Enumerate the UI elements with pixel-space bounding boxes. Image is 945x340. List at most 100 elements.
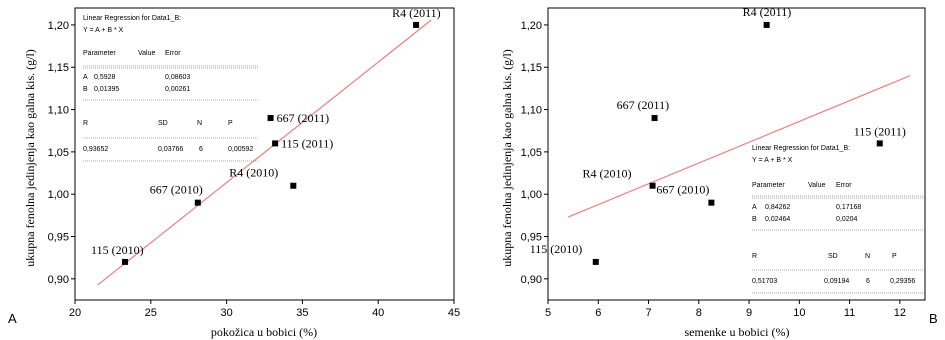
x-tick-label: 7 (645, 307, 651, 319)
data-point (651, 115, 658, 122)
data-point (649, 182, 656, 189)
param-b-name: B (752, 216, 757, 223)
data-point (708, 199, 715, 206)
y-tick-label: 1,05 (48, 147, 69, 159)
stat-p-value: 0,29356 (890, 278, 915, 285)
param-b-error: 0,00261 (165, 86, 190, 93)
x-tick-label: 20 (69, 307, 81, 319)
param-header-error: Error (836, 182, 852, 189)
param-a-value: 0,84262 (765, 204, 790, 211)
data-point (194, 199, 201, 206)
x-tick-label: 6 (595, 307, 601, 319)
data-point-label: 667 (2010) (656, 183, 709, 197)
y-tick-label: 1,10 (48, 105, 69, 117)
y-tick-label: 0,95 (521, 232, 542, 244)
x-tick-label: 11 (844, 307, 855, 319)
data-point-label: 115 (2010) (91, 243, 144, 257)
regression-box: Linear Regression for Data1_B: Y = A + B… (752, 145, 925, 294)
param-header-parameter: Parameter (83, 50, 116, 57)
data-point-label: 667 (2010) (150, 183, 203, 197)
y-tick-label: 1,15 (48, 62, 69, 74)
x-tick-label: 30 (220, 307, 232, 319)
x-axis-title: semenke u bobici (%) (685, 325, 790, 339)
y-tick-label: 0,95 (48, 232, 69, 244)
stat-p-value: 0,00592 (228, 146, 253, 153)
regression-fit-line (567, 75, 911, 218)
x-tick-label: 12 (894, 307, 906, 319)
data-point (290, 182, 297, 189)
data-point (413, 21, 420, 28)
fit-line-layer (97, 19, 432, 286)
param-header-value: Value (808, 182, 825, 189)
x-tick-label: 9 (746, 307, 752, 319)
panel-letter: A (8, 311, 17, 326)
stat-header-r: R (752, 253, 757, 260)
x-tick-label: 25 (145, 307, 157, 319)
param-b-value: 0,02464 (765, 216, 790, 223)
param-header-parameter: Parameter (752, 182, 785, 189)
param-header-value: Value (138, 50, 155, 57)
param-a-value: 0,5928 (94, 74, 116, 81)
y-tick-label: 1,05 (521, 147, 542, 159)
y-axis-title: ukupna fenolna jedinjenja kao galna kis.… (500, 49, 514, 267)
regression-equation: Y = A + B * X (83, 27, 124, 34)
stat-header-sd: SD (828, 253, 838, 260)
point-layer: R4 (2011)667 (2011)115 (2011)R4 (2010)66… (91, 6, 441, 265)
data-point-label: 115 (2011) (854, 124, 906, 138)
data-point (763, 21, 770, 28)
data-point (267, 115, 274, 122)
stat-header-p: P (228, 120, 233, 127)
stat-header-sd: SD (158, 120, 168, 127)
regression-equation: Y = A + B * X (752, 157, 793, 164)
point-layer: R4 (2011)667 (2011)115 (2011)R4 (2010)66… (530, 5, 906, 265)
param-b-name: B (83, 86, 88, 93)
param-a-error: 0,08603 (165, 74, 190, 81)
stat-r-value: 0,51703 (752, 278, 777, 285)
param-b-value: 0,01395 (94, 86, 119, 93)
param-a-name: A (83, 74, 88, 81)
y-tick-label: 1,15 (521, 62, 542, 74)
x-tick-label: 35 (296, 307, 308, 319)
plot-frame (74, 7, 455, 301)
stat-sd-value: 0,09194 (824, 278, 849, 285)
y-tick-label: 1,00 (48, 189, 69, 201)
stat-header-r: R (83, 120, 88, 127)
data-point (876, 140, 883, 147)
data-point (122, 258, 129, 265)
y-axis-title: ukupna fenolna jedinjenja kao galna kis.… (23, 49, 37, 267)
regression-title: Linear Regression for Data1_B: (83, 15, 181, 22)
param-a-name: A (752, 204, 757, 211)
y-tick-label: 1,10 (521, 105, 542, 117)
stat-r-value: 0,93652 (83, 146, 108, 153)
x-tick-label: 10 (793, 307, 805, 319)
x-axis-title: pokožica u bobici (%) (211, 325, 317, 339)
data-point-label: R4 (2010) (229, 166, 278, 180)
stat-n-value: 6 (866, 278, 870, 285)
chart-panel-b: 5 6 7 8 9 10 11 120,900,951,001,051,101,151,20 … (500, 5, 938, 339)
param-header-error: Error (165, 50, 181, 57)
y-tick-label: 0,90 (521, 274, 542, 286)
panel-letter: B (929, 311, 938, 326)
data-point-label: R4 (2011) (392, 6, 441, 20)
x-tick-label: 5 (545, 307, 551, 319)
stat-header-n: N (197, 120, 202, 127)
fit-line-layer (567, 75, 911, 218)
regression-box: Linear Regression for Data1_B: Y = A + B… (83, 15, 258, 162)
y-tick-label: 0,90 (48, 274, 69, 286)
data-point-label: 667 (2011) (617, 98, 670, 112)
param-b-error: 0,0204 (836, 216, 858, 223)
plot-frame (547, 7, 926, 301)
x-tick-label: 40 (372, 307, 384, 319)
data-point-label: 115 (2010) (530, 242, 583, 256)
stat-sd-value: 0,03766 (158, 146, 183, 153)
regression-fit-line (97, 19, 432, 286)
stat-header-p: P (892, 253, 897, 260)
data-point-label: R4 (2010) (583, 167, 632, 181)
data-point (592, 258, 599, 265)
stat-n-value: 6 (199, 146, 203, 153)
y-tick-label: 1,00 (521, 189, 542, 201)
data-point-label: 115 (2011) (281, 136, 333, 150)
data-point (272, 140, 279, 147)
data-point-label: 667 (2011) (277, 111, 330, 125)
